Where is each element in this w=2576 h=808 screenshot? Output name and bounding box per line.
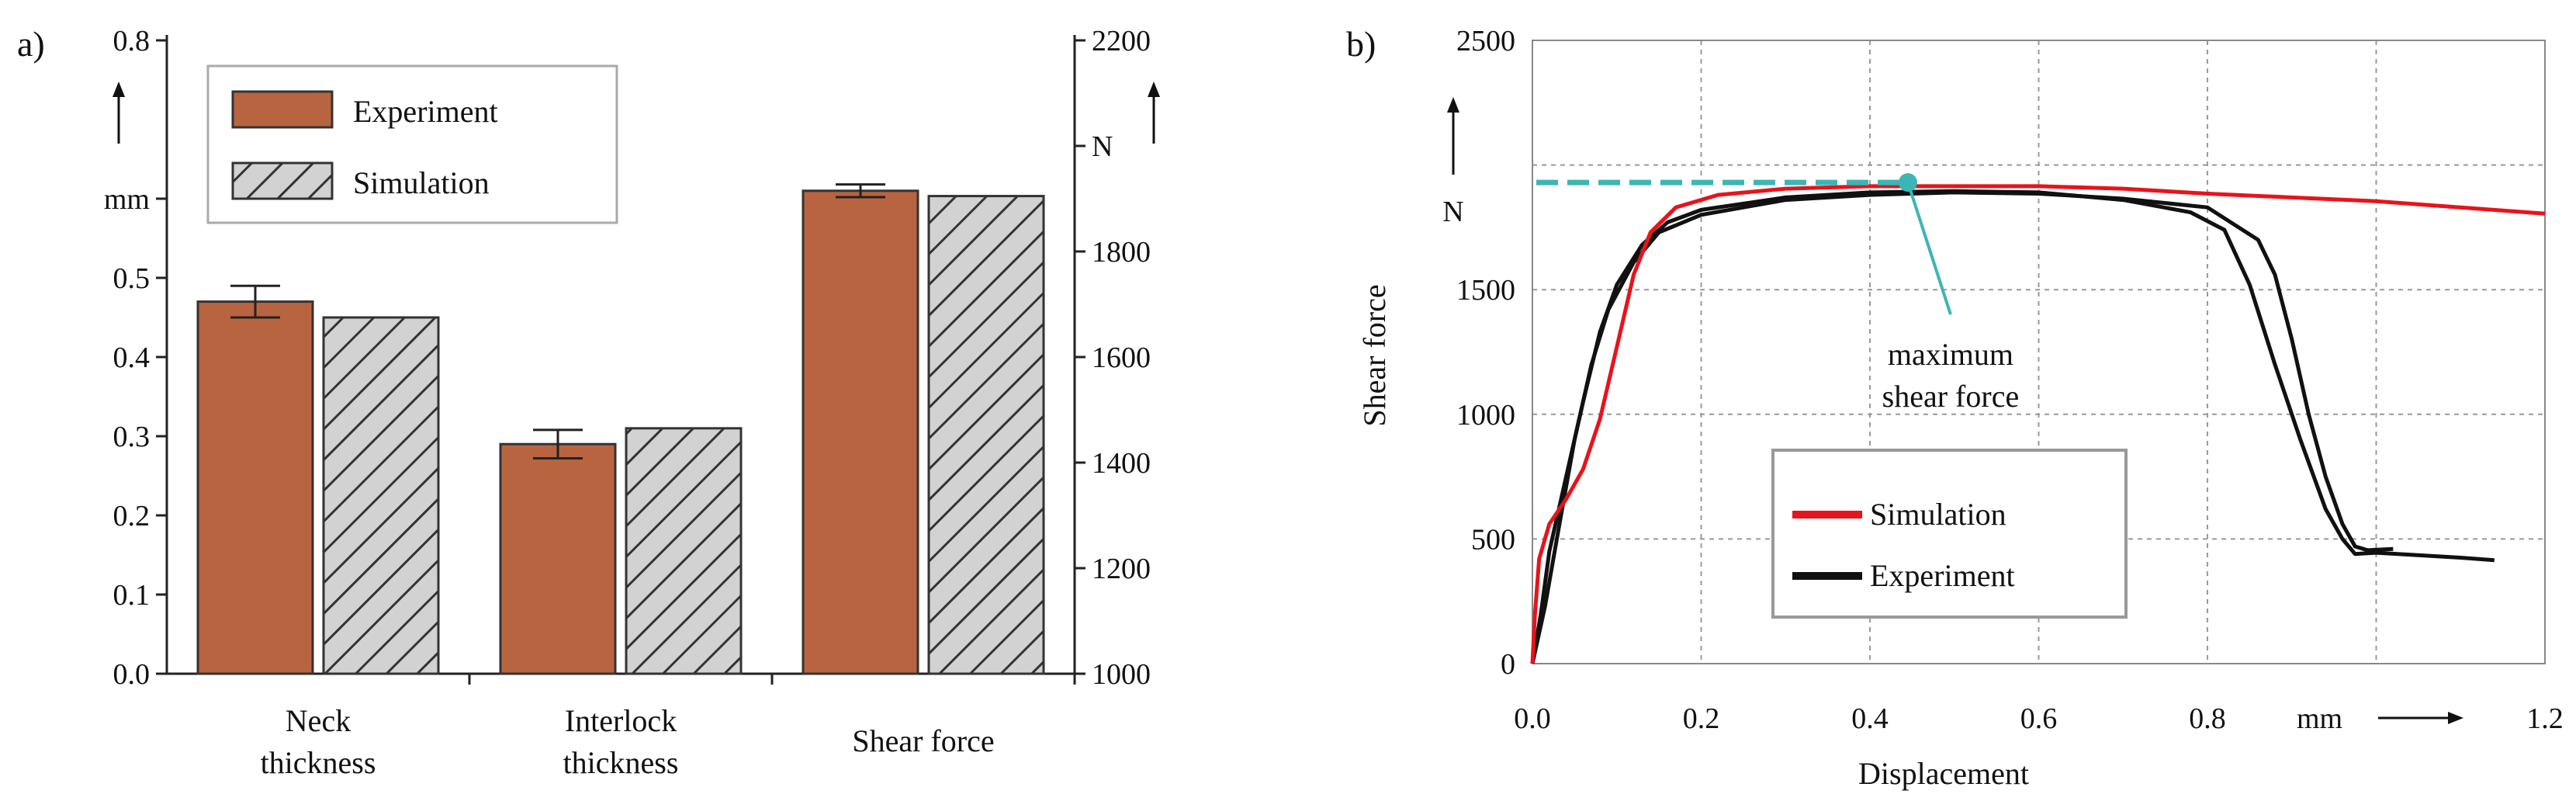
right-tick-label: 1200: [1092, 553, 1151, 585]
y-unit-arrow: [1447, 97, 1459, 175]
left-tick-label: mm: [104, 183, 150, 216]
panel-b-label: b): [1346, 24, 1376, 64]
legend-b: Simulation Experiment: [1771, 449, 2128, 619]
right-tick-label: 1800: [1092, 236, 1151, 269]
y-tick-label: 1000: [1456, 399, 1515, 432]
right-tick-label: N: [1092, 130, 1113, 163]
annotation-text: maximum: [1888, 337, 2013, 372]
x-tick-label: 1.2: [2526, 702, 2564, 735]
x-tick-label: 0.8: [2189, 702, 2226, 735]
bar-simulation-0: [322, 316, 440, 675]
annotation-text: shear force: [1882, 379, 2020, 414]
y-tick-label: 1500: [1456, 274, 1515, 307]
left-tick-label: 0.8: [113, 25, 151, 57]
left-tick-label: 0.3: [113, 421, 151, 453]
legend-a: Experiment Simulation: [206, 64, 618, 224]
y-axis-title: Shear force: [1357, 284, 1392, 426]
category-label: Shear force: [852, 723, 994, 758]
legend-b-simulation-label: Simulation: [1870, 497, 2006, 532]
legend-simulation-swatch: [231, 161, 334, 200]
x-tick-label: 0.0: [1514, 702, 1551, 735]
left-tick-label: 0.5: [113, 262, 151, 295]
chart-a: a) 0.0 0.1 0.2 0.3 0.4 0.5 mm 0.8 1000 1200 1400 1…: [17, 24, 1160, 780]
bar-experiment-2: [802, 189, 919, 675]
left-tick-label: 0.1: [113, 579, 151, 612]
bar-simulation-2: [927, 195, 1045, 675]
legend-experiment-label: Experiment: [353, 94, 498, 129]
legend-b-experiment-label: Experiment: [1870, 558, 2015, 593]
right-tick-label: 2200: [1092, 25, 1151, 57]
legend-experiment-swatch: [231, 90, 334, 129]
annotation-pointer: [1906, 182, 1952, 315]
y-tick-label: 500: [1471, 523, 1515, 556]
max-force-point: [1898, 173, 1917, 192]
right-unit-arrow: [1148, 81, 1160, 144]
bar-simulation-1: [625, 427, 743, 675]
right-tick-label: 1400: [1092, 447, 1151, 480]
left-tick-label: 0.0: [113, 658, 151, 691]
x-tick-label: 0.4: [1851, 702, 1889, 735]
category-label: thickness: [261, 745, 376, 780]
category-label: Neck: [286, 703, 351, 738]
y-tick-label: 0: [1501, 648, 1515, 681]
right-tick-label: 1600: [1092, 342, 1151, 374]
line-simulation-0: [1530, 184, 2546, 664]
legend-simulation-label: Simulation: [353, 165, 490, 200]
category-label: thickness: [563, 745, 679, 780]
x-unit-arrow: [2378, 712, 2463, 724]
left-unit-arrow: [113, 81, 125, 144]
chart-b: b) 0.0 0.2 0.4 0.6 0.8 1.2 0 500 1000 1500 2500 ma…: [1346, 24, 2564, 791]
x-tick-label: 0.2: [1683, 702, 1720, 735]
left-tick-label: 0.4: [113, 342, 151, 374]
right-tick-label: 1000: [1092, 658, 1151, 691]
y-tick-label: 2500: [1456, 25, 1515, 57]
line-experiment-1: [1530, 190, 2394, 664]
x-tick-label: 0.6: [2020, 702, 2058, 735]
bar-experiment-1: [499, 442, 617, 675]
legend-b-box: [1771, 449, 2128, 619]
x-unit-label: mm: [2297, 702, 2342, 735]
panel-a-label: a): [17, 24, 45, 64]
x-axis-title: Displacement: [1858, 756, 2029, 791]
bar-experiment-0: [196, 300, 314, 675]
category-label: Interlock: [565, 703, 677, 738]
left-tick-label: 0.2: [113, 500, 151, 532]
plot-area-b: [1532, 40, 2546, 664]
y-unit-label: N: [1442, 196, 1463, 228]
